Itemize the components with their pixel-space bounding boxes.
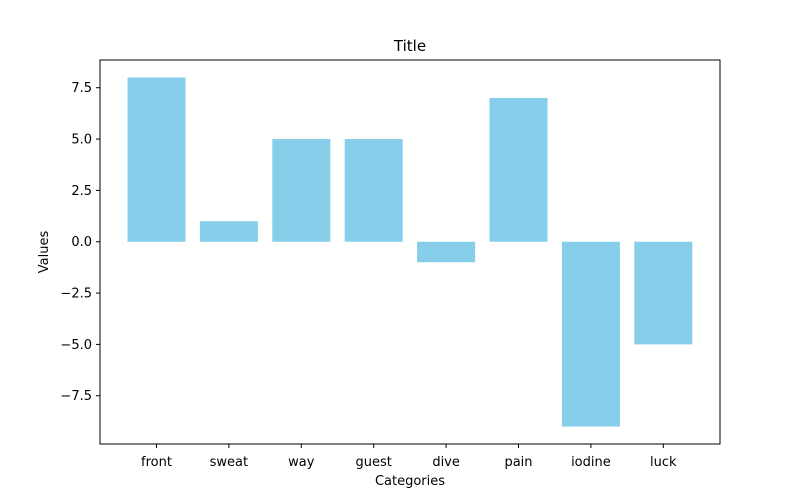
bar-guest: [344, 139, 403, 242]
bar-iodine: [561, 241, 620, 427]
x-tick-label: dive: [432, 455, 460, 470]
y-tick-label: 0.0: [71, 235, 92, 250]
y-axis-ticks: −7.5 −5.0 −2.5 0.0 2.5 5.0 7.5: [60, 81, 100, 404]
y-tick-label: 5.0: [71, 133, 92, 148]
bar-dive: [417, 241, 476, 263]
x-tick-label: iodine: [571, 455, 611, 470]
bars-group: [127, 77, 693, 427]
bar-pain: [489, 97, 548, 242]
x-axis-ticks: front sweat way guest dive pain iodine luck: [141, 444, 677, 470]
bar-sweat: [199, 221, 258, 242]
chart-title: Title: [393, 37, 426, 55]
y-tick-label: 7.5: [71, 81, 92, 96]
x-tick-label: way: [288, 455, 315, 470]
y-axis-label: Values: [37, 231, 52, 274]
bar-luck: [634, 241, 693, 345]
x-axis-label: Categories: [375, 474, 445, 489]
y-tick-label: 2.5: [71, 184, 92, 199]
x-tick-label: luck: [650, 455, 677, 470]
x-tick-label: front: [141, 455, 172, 470]
plot-frame: [99, 59, 721, 445]
bar-front: [127, 77, 186, 242]
y-tick-label: −5.0: [60, 338, 92, 353]
y-tick-label: −7.5: [60, 389, 92, 404]
y-tick-label: −2.5: [60, 287, 92, 302]
bar-way: [272, 139, 331, 242]
x-tick-label: pain: [504, 455, 532, 470]
x-tick-label: sweat: [210, 455, 248, 470]
x-tick-label: guest: [356, 455, 392, 470]
